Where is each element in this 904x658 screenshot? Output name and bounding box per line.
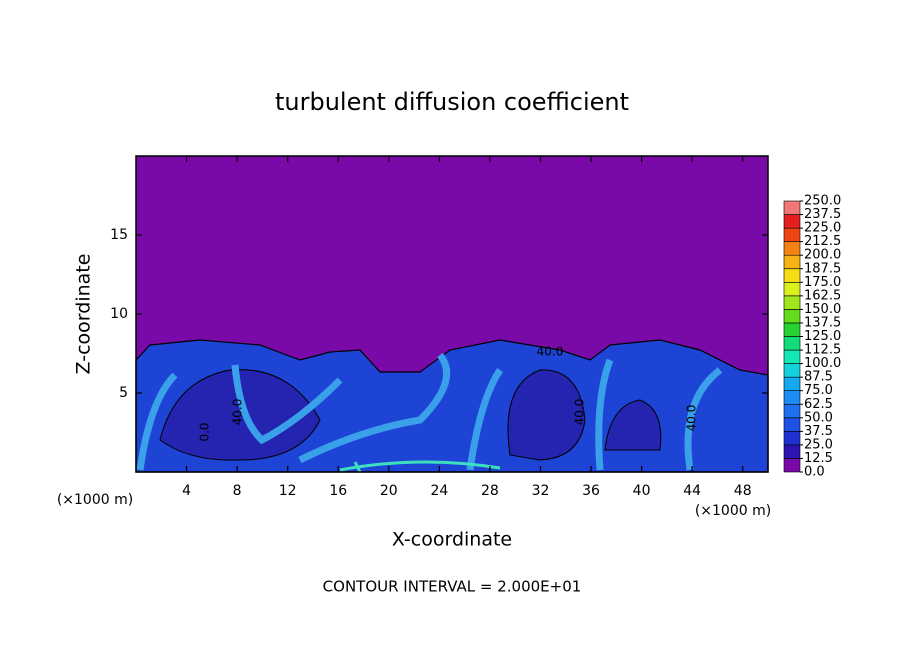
colorbar-band	[783, 309, 801, 324]
colorbar-band	[783, 254, 801, 270]
colorbar-band	[783, 336, 801, 351]
colorbar-label: 175.0	[804, 275, 841, 290]
colorbar-label: 150.0	[804, 302, 841, 317]
colorbar-band	[783, 403, 801, 419]
contour-label: 40.0	[537, 345, 564, 359]
x-tick-label: 32	[532, 483, 550, 499]
colorbar-band	[783, 227, 801, 242]
x-tick-label: 24	[430, 483, 448, 499]
colorbar-band	[783, 349, 801, 364]
x-tick-label: 40	[633, 483, 651, 499]
core	[159, 369, 321, 461]
y-tick-label: 5	[119, 385, 128, 401]
colorbar-label: 200.0	[804, 248, 841, 263]
colorbar-label: 100.0	[804, 356, 841, 371]
colorbar-label: 162.5	[804, 288, 841, 303]
colorbar-label: 212.5	[804, 234, 841, 249]
colorbar-label: 62.5	[804, 397, 833, 412]
contour-label: 40.0	[231, 399, 245, 426]
x-tick-label: 20	[380, 483, 398, 499]
x-tick-label: 36	[582, 483, 600, 499]
colorbar-band	[783, 444, 801, 459]
colorbar-label: 37.5	[804, 424, 833, 439]
contour-label: 40.0	[685, 405, 699, 432]
core	[507, 369, 586, 461]
x-tick-label: 16	[329, 483, 347, 499]
x-tick-label: 8	[233, 483, 242, 499]
x-tick-label: 48	[734, 483, 752, 499]
chart-title: turbulent diffusion coefficient	[275, 88, 629, 116]
y-tick-label: 10	[110, 306, 128, 322]
colorbar-band	[783, 363, 801, 378]
colorbar-band	[783, 376, 801, 391]
colorbar-band	[783, 322, 801, 337]
contour-label: 0.0	[198, 422, 212, 441]
y-unit-label: (×1000 m)	[57, 492, 133, 508]
contour-label: 40.0	[573, 399, 587, 426]
colorbar-band	[783, 458, 801, 473]
colorbar-label: 50.0	[804, 410, 833, 425]
x-tick-label: 44	[683, 483, 701, 499]
colorbar-label: 87.5	[804, 370, 833, 385]
colorbar-label: 12.5	[804, 451, 833, 466]
colorbar-label: 0.0	[804, 465, 825, 480]
colorbar-band	[783, 417, 801, 432]
colorbar-label: 225.0	[804, 221, 841, 236]
x-tick-label: 4	[182, 483, 191, 499]
colorbar-band	[783, 281, 801, 297]
strand	[339, 460, 501, 473]
colorbar-band	[783, 295, 801, 310]
colorbar-label: 125.0	[804, 329, 841, 344]
colorbar-label: 137.5	[804, 315, 841, 330]
x-unit-label: (×1000 m)	[695, 503, 771, 519]
colorbar-band	[783, 214, 801, 229]
colorbar-label: 25.0	[804, 437, 833, 452]
x-axis-label: X-coordinate	[392, 529, 512, 551]
x-tick-label: 12	[279, 483, 297, 499]
y-axis-label: Z-coordinate	[73, 254, 95, 375]
colorbar-label: 112.5	[804, 343, 841, 358]
colorbar-label: 187.5	[804, 261, 841, 276]
colorbar-band	[783, 241, 801, 256]
colorbar-band	[783, 431, 801, 446]
strand	[136, 352, 723, 471]
colorbar-band	[783, 390, 801, 405]
field	[135, 156, 769, 473]
caption: CONTOUR INTERVAL = 2.000E+01	[323, 578, 582, 596]
colorbar-label: 237.5	[804, 207, 841, 222]
colorbar-label: 250.0	[804, 194, 841, 209]
y-tick-label: 15	[110, 227, 128, 243]
core	[604, 399, 662, 451]
colorbar-label: 75.0	[804, 383, 833, 398]
colorbar-band	[783, 268, 801, 283]
x-tick-label: 28	[481, 483, 499, 499]
colorbar-band	[783, 200, 801, 215]
